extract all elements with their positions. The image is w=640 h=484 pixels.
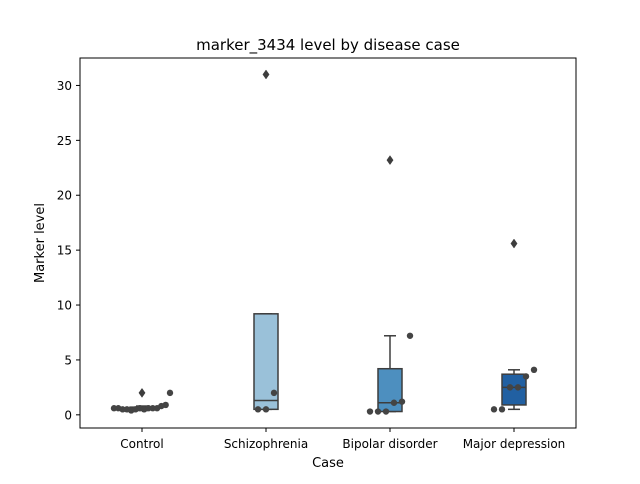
y-tick-label: 15 <box>57 244 72 258</box>
y-axis-label: Marker level <box>33 203 48 283</box>
data-point <box>498 406 506 413</box>
x-axis: Control Schizophrenia Bipolar disorder Majo… <box>120 428 565 451</box>
box-3 <box>377 155 403 413</box>
box-2 <box>253 69 279 411</box>
y-axis: 0 5 10 15 20 25 30 <box>57 79 80 422</box>
x-tick-label: Control <box>120 437 163 451</box>
y-tick-label: 10 <box>57 299 72 313</box>
box-iqr <box>501 373 527 406</box>
data-point <box>254 406 262 413</box>
data-point <box>382 408 390 415</box>
data-point <box>270 389 278 397</box>
outlier-marker <box>138 387 146 398</box>
data-point <box>506 384 514 391</box>
x-tick-label: Schizophrenia <box>224 437 308 451</box>
y-tick-label: 25 <box>57 134 72 148</box>
y-tick-label: 30 <box>57 79 72 93</box>
y-tick-label: 20 <box>57 189 72 203</box>
x-tick-label: Bipolar disorder <box>342 437 437 451</box>
chart-title: marker_3434 level by disease case <box>196 36 460 55</box>
data-point <box>522 373 530 380</box>
data-point <box>162 401 169 409</box>
data-point <box>366 408 374 415</box>
box-series <box>129 69 527 413</box>
outlier-marker <box>386 155 394 166</box>
plot-frame <box>79 57 577 429</box>
data-point <box>406 332 414 339</box>
box-4 <box>501 238 527 411</box>
y-tick-label: 0 <box>64 408 72 422</box>
x-tick-label: Major depression <box>463 437 566 451</box>
outlier-marker <box>510 238 518 249</box>
outlier-marker <box>262 69 270 80</box>
data-point <box>262 406 270 413</box>
data-point <box>374 408 382 415</box>
y-tick-label: 5 <box>64 353 72 367</box>
box-iqr <box>377 367 403 413</box>
data-point <box>390 399 398 406</box>
data-point <box>166 389 174 397</box>
data-point <box>530 366 538 374</box>
x-axis-label: Case <box>312 456 344 471</box>
data-point <box>490 406 498 413</box>
data-point <box>398 398 406 405</box>
point-series <box>110 332 538 415</box>
data-point <box>514 384 522 391</box>
